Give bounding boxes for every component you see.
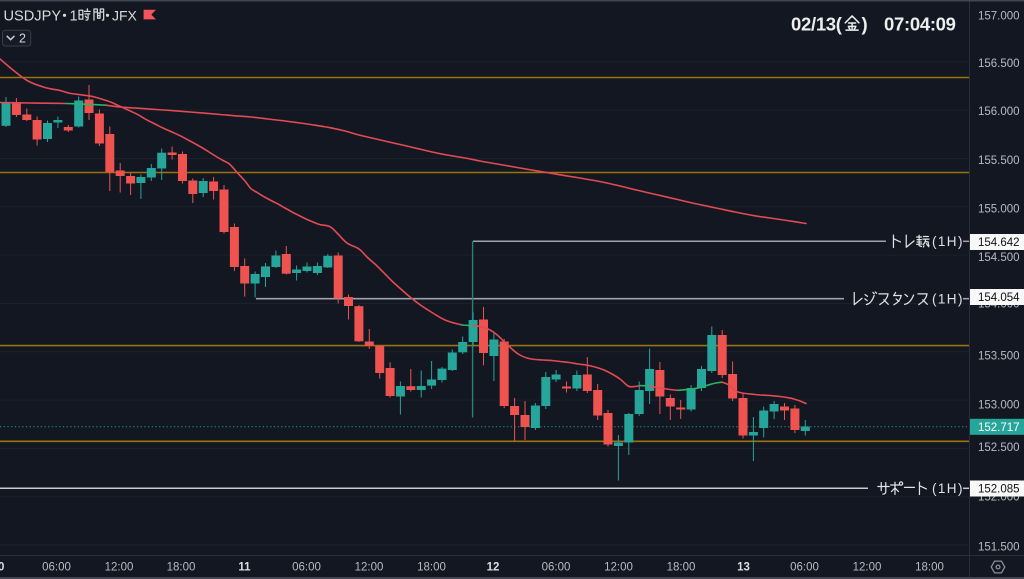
svg-text:07:04:09: 07:04:09 [884,14,956,35]
svg-text:155.000: 155.000 [978,204,1020,216]
svg-text:2: 2 [19,32,26,46]
svg-text:18:00: 18:00 [915,562,944,574]
svg-text:153.000: 153.000 [978,400,1020,412]
svg-text:18:00: 18:00 [667,562,696,574]
svg-text:): ) [862,14,868,35]
svg-text:154.642: 154.642 [978,237,1020,249]
svg-text:02/13(: 02/13( [791,14,843,35]
svg-text:12:00: 12:00 [105,562,134,574]
svg-text:13: 13 [737,562,750,574]
svg-text:(1H): (1H) [932,291,964,306]
svg-text:12:00: 12:00 [853,562,882,574]
svg-text:06:00: 06:00 [42,562,71,574]
svg-text:12:00: 12:00 [604,562,633,574]
svg-text:156.500: 156.500 [978,58,1020,70]
svg-text:154.500: 154.500 [978,252,1020,264]
svg-text:18:00: 18:00 [167,562,196,574]
svg-text:154.054: 154.054 [978,292,1020,304]
svg-text:155.500: 155.500 [978,155,1020,167]
svg-text:JFX: JFX [112,8,138,24]
svg-text:1: 1 [70,9,78,25]
svg-text:151.500: 151.500 [978,542,1020,554]
svg-text:152.500: 152.500 [978,442,1020,454]
svg-text:12:00: 12:00 [355,562,384,574]
svg-text:153.500: 153.500 [978,351,1020,363]
svg-text:(1H): (1H) [932,481,964,496]
svg-text:152.717: 152.717 [978,422,1020,434]
svg-text:11: 11 [238,562,251,574]
svg-text:06:00: 06:00 [542,562,571,574]
svg-text:USDJPY: USDJPY [4,9,62,25]
svg-text:12: 12 [487,562,500,574]
svg-text:(1H): (1H) [932,234,964,249]
svg-text:157.000: 157.000 [978,11,1020,23]
svg-text:10: 10 [0,562,4,574]
svg-text:06:00: 06:00 [292,562,321,574]
svg-text:156.000: 156.000 [978,106,1020,118]
svg-text:06:00: 06:00 [790,562,819,574]
svg-text:18:00: 18:00 [417,562,446,574]
svg-text:152.085: 152.085 [978,484,1020,496]
